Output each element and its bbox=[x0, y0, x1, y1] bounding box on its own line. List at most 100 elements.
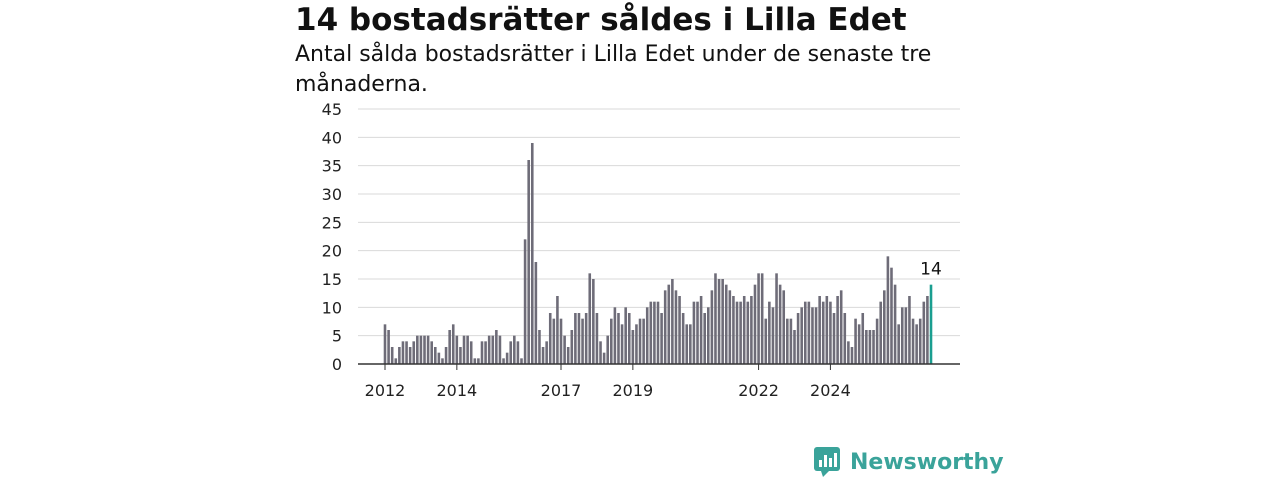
bar bbox=[800, 307, 803, 364]
bar bbox=[566, 347, 570, 364]
bar bbox=[635, 324, 638, 364]
bar bbox=[750, 296, 753, 364]
bar bbox=[872, 330, 875, 364]
bar bbox=[480, 341, 484, 364]
bar bbox=[645, 307, 649, 364]
bar bbox=[771, 307, 775, 364]
bar bbox=[678, 296, 681, 364]
bar bbox=[624, 307, 627, 364]
bar bbox=[922, 301, 926, 364]
bar bbox=[505, 352, 509, 364]
x-tick-label: 2022 bbox=[738, 381, 779, 400]
bar bbox=[459, 347, 462, 364]
bar bbox=[735, 301, 739, 364]
bar bbox=[595, 313, 599, 364]
x-tick-label: 2012 bbox=[365, 381, 406, 400]
bar bbox=[811, 307, 814, 364]
bar bbox=[760, 273, 764, 364]
bar bbox=[847, 341, 850, 364]
bar bbox=[484, 341, 487, 364]
bar bbox=[854, 318, 857, 364]
bar bbox=[426, 335, 430, 364]
bar bbox=[541, 347, 545, 364]
bar bbox=[631, 330, 635, 364]
bar bbox=[419, 335, 423, 364]
bar bbox=[649, 301, 653, 364]
bar bbox=[724, 284, 728, 364]
bar bbox=[796, 313, 800, 364]
bar bbox=[850, 347, 854, 364]
bar bbox=[911, 318, 915, 364]
bar bbox=[530, 143, 534, 364]
bar bbox=[710, 290, 714, 364]
bar bbox=[671, 279, 674, 364]
bar bbox=[904, 307, 908, 364]
bar bbox=[516, 341, 520, 364]
bar bbox=[498, 335, 502, 364]
bar bbox=[803, 301, 807, 364]
bar bbox=[509, 341, 513, 364]
bar bbox=[865, 330, 868, 364]
bar bbox=[556, 296, 559, 364]
bar bbox=[610, 318, 613, 364]
bar bbox=[606, 335, 610, 364]
bar bbox=[620, 324, 624, 364]
bar bbox=[538, 330, 541, 364]
bar bbox=[408, 347, 412, 364]
bar bbox=[786, 318, 789, 364]
newsworthy-logo-icon bbox=[814, 447, 840, 477]
bar bbox=[890, 267, 893, 364]
y-tick-label: 35 bbox=[322, 157, 342, 176]
bar bbox=[843, 313, 847, 364]
bar bbox=[433, 347, 437, 364]
bar bbox=[689, 324, 692, 364]
bar bbox=[423, 335, 426, 364]
bar bbox=[699, 296, 703, 364]
y-tick-label: 25 bbox=[322, 213, 342, 232]
y-tick-label: 20 bbox=[322, 242, 342, 261]
bar bbox=[706, 307, 710, 364]
bar bbox=[703, 313, 706, 364]
bar bbox=[714, 273, 717, 364]
bar bbox=[545, 341, 548, 364]
bar bbox=[886, 256, 890, 364]
bar bbox=[627, 313, 631, 364]
bar bbox=[383, 324, 387, 364]
bar bbox=[642, 318, 645, 364]
bar bbox=[469, 341, 473, 364]
y-tick-label: 0 bbox=[332, 355, 342, 374]
x-tick-label: 2014 bbox=[436, 381, 477, 400]
bar bbox=[563, 335, 566, 364]
bar bbox=[696, 301, 699, 364]
bar bbox=[462, 335, 466, 364]
bar bbox=[667, 284, 671, 364]
bar bbox=[584, 313, 588, 364]
bar bbox=[764, 318, 768, 364]
bar bbox=[753, 284, 757, 364]
bar bbox=[717, 279, 721, 364]
bar bbox=[416, 335, 419, 364]
bar bbox=[793, 330, 796, 364]
chart-subtitle: Antal sålda bostadsrätter i Lilla Edet u… bbox=[295, 42, 932, 97]
brand-logo: Newsworthy bbox=[814, 446, 1004, 478]
bar bbox=[653, 301, 656, 364]
bar bbox=[807, 301, 811, 364]
bar bbox=[660, 313, 663, 364]
bar bbox=[401, 341, 405, 364]
bar bbox=[495, 330, 498, 364]
bar bbox=[746, 301, 750, 364]
bar bbox=[681, 313, 685, 364]
bar bbox=[398, 347, 401, 364]
bar bbox=[742, 296, 746, 364]
bar bbox=[638, 318, 642, 364]
y-tick-label: 10 bbox=[322, 298, 342, 317]
bar bbox=[836, 296, 839, 364]
bar bbox=[552, 318, 556, 364]
bar bbox=[879, 301, 883, 364]
bar bbox=[577, 313, 581, 364]
bar bbox=[448, 330, 451, 364]
bar bbox=[523, 239, 527, 364]
bar bbox=[685, 324, 689, 364]
bar bbox=[441, 358, 444, 364]
